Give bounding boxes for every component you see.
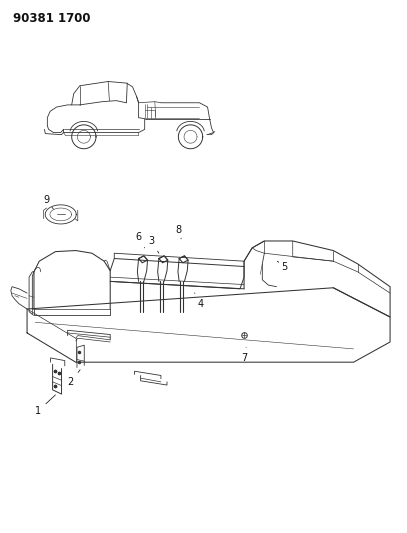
Text: 90381 1700: 90381 1700	[13, 12, 90, 26]
Text: 3: 3	[149, 236, 159, 253]
Text: 4: 4	[195, 293, 204, 309]
Text: 9: 9	[43, 195, 53, 209]
Text: 1: 1	[35, 395, 55, 416]
Text: 5: 5	[277, 261, 288, 271]
Text: 6: 6	[136, 232, 144, 248]
Text: 8: 8	[175, 225, 182, 239]
Text: 7: 7	[241, 348, 247, 363]
Text: 2: 2	[67, 370, 80, 387]
